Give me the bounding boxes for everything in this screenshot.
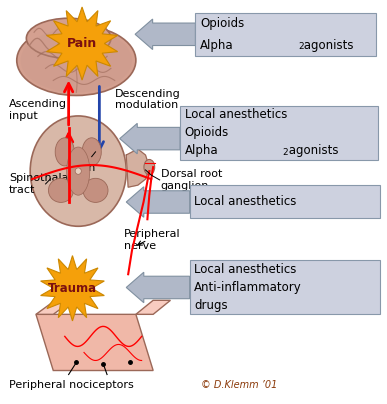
Text: Anti-inflammatory: Anti-inflammatory [194, 281, 302, 294]
Text: Peripheral nociceptors: Peripheral nociceptors [9, 379, 134, 389]
Text: Peripheral
nerve: Peripheral nerve [124, 229, 181, 251]
FancyBboxPatch shape [180, 106, 378, 160]
Polygon shape [46, 7, 118, 80]
Polygon shape [126, 272, 190, 303]
Text: Opioids: Opioids [200, 17, 244, 30]
FancyBboxPatch shape [195, 13, 376, 56]
Text: drugs: drugs [194, 299, 228, 312]
Ellipse shape [48, 178, 74, 202]
Text: © D.Klemm ’01: © D.Klemm ’01 [201, 379, 277, 389]
Text: Local anesthetics: Local anesthetics [185, 108, 287, 121]
Circle shape [75, 168, 81, 174]
Text: 2: 2 [283, 147, 288, 156]
Ellipse shape [26, 18, 111, 58]
Polygon shape [126, 149, 149, 187]
Ellipse shape [30, 116, 126, 226]
Ellipse shape [144, 160, 155, 175]
Text: 2: 2 [298, 42, 304, 51]
Ellipse shape [83, 178, 108, 202]
Text: Local anesthetics: Local anesthetics [194, 263, 297, 276]
FancyBboxPatch shape [190, 185, 380, 218]
FancyBboxPatch shape [190, 260, 380, 314]
Text: Trauma: Trauma [48, 282, 97, 295]
Text: Dorsal root
ganglion: Dorsal root ganglion [161, 169, 222, 191]
Text: Ascending
input: Ascending input [9, 99, 67, 120]
Text: Alpha: Alpha [200, 38, 234, 52]
Text: Spinothalamic
tract: Spinothalamic tract [9, 173, 89, 195]
Polygon shape [126, 187, 190, 217]
Text: agonists: agonists [285, 144, 339, 157]
Ellipse shape [67, 147, 90, 195]
Polygon shape [136, 300, 170, 314]
Polygon shape [135, 19, 195, 50]
Text: Opioids: Opioids [185, 126, 229, 139]
Ellipse shape [17, 25, 136, 95]
Ellipse shape [55, 138, 74, 166]
Polygon shape [120, 123, 180, 154]
Text: Pain: Pain [67, 37, 97, 50]
Text: Descending
modulation: Descending modulation [115, 89, 180, 110]
Text: agonists: agonists [300, 38, 354, 52]
Text: Local anesthetics: Local anesthetics [194, 195, 297, 208]
Polygon shape [41, 256, 104, 321]
Ellipse shape [82, 138, 101, 166]
Polygon shape [36, 314, 153, 370]
Text: Dorsal
horn: Dorsal horn [60, 151, 96, 173]
Text: Alpha: Alpha [185, 144, 218, 157]
Ellipse shape [21, 28, 132, 93]
Polygon shape [36, 300, 72, 314]
